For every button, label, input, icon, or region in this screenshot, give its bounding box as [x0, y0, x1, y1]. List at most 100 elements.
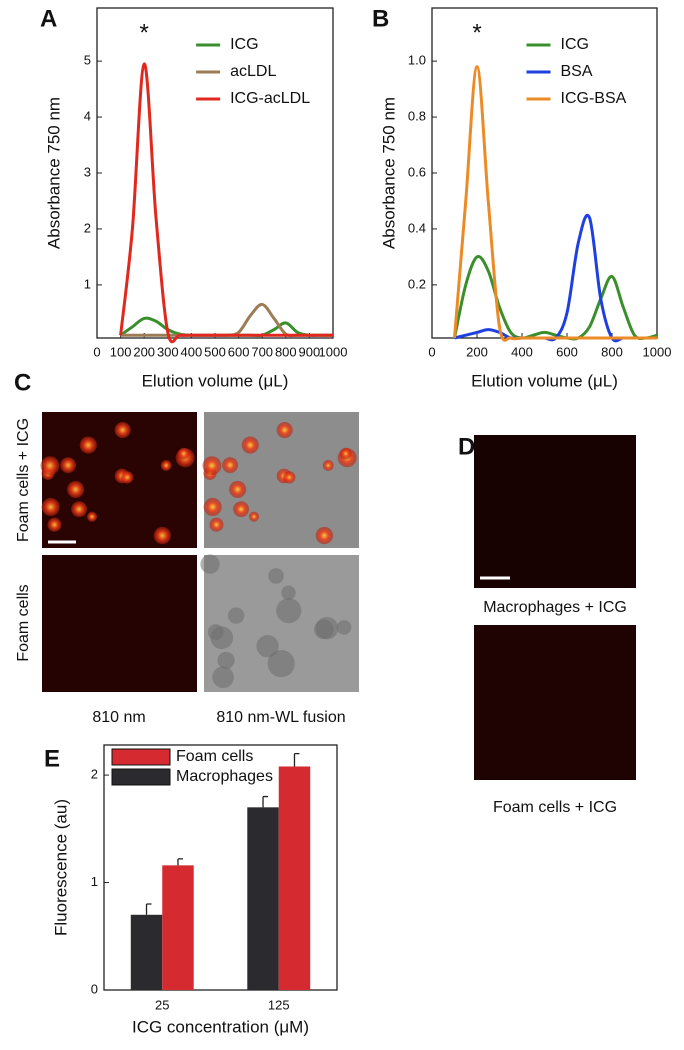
panel-letter: E — [44, 745, 60, 772]
y-tick-label: 2 — [91, 767, 98, 782]
y-tick-label: 0 — [91, 981, 98, 996]
cell — [313, 619, 334, 640]
plot-frame — [96, 7, 334, 339]
line-series — [453, 255, 658, 341]
annotation: * — [472, 19, 481, 46]
y-tick-label: 5 — [84, 53, 91, 68]
panel-letter: A — [40, 5, 57, 32]
error-bar — [145, 903, 152, 915]
cell — [86, 511, 98, 522]
image-macrophages — [474, 435, 636, 588]
error-bar — [293, 752, 300, 767]
y-tick-label: 1.0 — [408, 53, 426, 68]
cell — [217, 651, 235, 670]
x-tick-label: 0 — [428, 344, 435, 359]
error-bar — [177, 858, 183, 866]
legend-label: ICG-BSA — [561, 90, 627, 107]
line-series — [119, 62, 333, 344]
cell — [207, 624, 224, 640]
y-axis-label: Absorbance 750 nm — [44, 97, 63, 249]
cell — [200, 554, 220, 574]
cell — [67, 480, 85, 498]
x-tick-label: 400 — [181, 344, 203, 359]
y-tick-label: 0.4 — [408, 220, 426, 235]
legend-label: ICG — [230, 36, 258, 53]
cell — [268, 568, 284, 584]
cell — [276, 421, 293, 439]
y-tick-label: 4 — [84, 109, 91, 124]
x-tick-label: 300 — [157, 344, 179, 359]
cell — [315, 526, 333, 545]
cell — [248, 511, 260, 522]
x-tick-label: 800 — [275, 344, 297, 359]
y-tick-label: 0.2 — [408, 276, 426, 291]
cell — [41, 497, 60, 517]
legend-label: ICG-acLDL — [230, 90, 310, 107]
cell — [203, 497, 222, 517]
cell — [153, 526, 171, 545]
cell — [60, 457, 77, 474]
x-axis-label: Elution volume (μL) — [142, 371, 289, 390]
cell — [222, 457, 239, 474]
y-tick-label: 1 — [91, 874, 98, 889]
cell — [281, 585, 296, 600]
cell — [209, 517, 224, 532]
x-tick-label: 800 — [601, 344, 623, 359]
x-tick-label: 100 — [110, 344, 132, 359]
cell — [229, 480, 247, 498]
bar — [278, 766, 311, 990]
y-tick-label: 0.8 — [408, 109, 426, 124]
image-810nm-ctrl — [42, 555, 197, 692]
x-tick-label: 1000 — [643, 344, 672, 359]
image-caption: Macrophages + ICG — [483, 599, 627, 616]
column-label: 810 nm — [92, 709, 145, 726]
x-tick-label: 1000 — [319, 344, 348, 359]
legend-swatch — [111, 768, 171, 786]
row-label: Foam cells — [15, 584, 32, 661]
x-tick-label: 700 — [251, 344, 273, 359]
x-tick-label: 600 — [556, 344, 578, 359]
legend-label: ICG — [561, 36, 589, 53]
cell — [121, 471, 134, 484]
cell — [267, 649, 295, 678]
error-bar — [262, 795, 269, 808]
row-label: Foam cells + ICG — [15, 418, 32, 542]
cell — [336, 620, 352, 635]
cell — [79, 436, 97, 454]
cell — [202, 456, 222, 476]
cell — [160, 460, 172, 471]
bar — [247, 807, 279, 990]
cell — [40, 456, 60, 476]
cell — [322, 460, 334, 471]
x-tick-label: 200 — [466, 344, 488, 359]
cell — [241, 436, 259, 454]
image-caption: Foam cells + ICG — [493, 799, 617, 816]
y-axis-label: Fluorescence (au) — [51, 799, 70, 936]
x-axis-label: Elution volume (μL) — [471, 371, 618, 390]
x-tick-label: 25 — [155, 997, 169, 1012]
annotation: * — [140, 19, 149, 46]
panel-letter: D — [458, 433, 475, 460]
cell — [114, 421, 131, 439]
bar — [130, 914, 163, 990]
x-tick-label: 200 — [133, 344, 155, 359]
cell — [177, 447, 190, 460]
legend-label: Macrophages — [176, 768, 273, 785]
panel-letter: B — [372, 5, 389, 32]
legend-label: Foam cells — [176, 748, 253, 765]
legend-label: BSA — [561, 63, 593, 80]
x-tick-label: 500 — [204, 344, 226, 359]
cell — [256, 635, 279, 658]
x-tick-label: 400 — [511, 344, 533, 359]
line-series — [119, 316, 333, 338]
line-series — [454, 214, 657, 343]
bar — [162, 865, 194, 990]
image-foam-cells — [474, 625, 636, 780]
x-tick-label: 600 — [228, 344, 250, 359]
cell — [283, 471, 296, 484]
cell — [233, 501, 250, 518]
plot-frame — [103, 744, 338, 991]
x-tick-label: 900 — [299, 344, 321, 359]
